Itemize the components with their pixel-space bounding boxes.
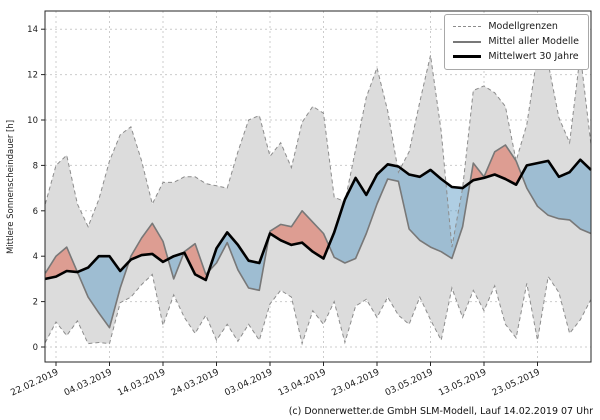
above-normal-fill <box>269 210 329 259</box>
x-tick-label: 03.05.2019 <box>384 368 435 399</box>
plot-border <box>44 10 592 363</box>
above-normal-fill <box>470 145 522 185</box>
legend-item-modellgrenzen: Modellgrenzen <box>453 19 579 34</box>
model-upper-bound-line <box>44 53 592 248</box>
legend-item-mittel-aller-modelle: Mittel aller Modelle <box>453 34 579 49</box>
below-normal-fill <box>77 256 130 328</box>
below-normal-fill <box>521 159 591 234</box>
tick-marks <box>41 28 538 366</box>
mean-30-years-line <box>45 158 592 282</box>
x-tick-label: 03.04.2019 <box>223 368 274 399</box>
gray-line-icon <box>453 40 482 43</box>
x-tick-label: 24.03.2019 <box>170 368 221 399</box>
x-tick-label: 13.04.2019 <box>277 368 328 399</box>
x-tick-label: 22.02.2019 <box>9 368 60 399</box>
y-tick-label: 12 <box>27 71 38 81</box>
model-lower-bound-line <box>44 273 592 346</box>
legend-label: Mittelwert 30 Jahre <box>488 51 579 62</box>
y-axis-label: Mittlere Sonnenscheindauer [h] <box>6 119 16 255</box>
dashed-line-icon <box>453 26 482 27</box>
x-tick-label: 23.04.2019 <box>330 368 381 399</box>
above-normal-fill <box>183 243 209 280</box>
x-tick-label: 23.05.2019 <box>491 368 542 399</box>
y-tick-label: 10 <box>27 116 38 126</box>
model-mean-line <box>44 144 592 329</box>
legend-label: Modellgrenzen <box>488 21 558 32</box>
y-tick-label: 8 <box>33 161 38 171</box>
y-tick-label: 4 <box>33 252 38 262</box>
model-range-band <box>45 54 592 344</box>
x-tick-label: 13.05.2019 <box>437 368 488 399</box>
y-tick-label: 14 <box>27 25 38 35</box>
above-normal-fill <box>129 223 169 262</box>
legend-item-mittelwert-30-jahre: Mittelwert 30 Jahre <box>453 49 579 64</box>
below-normal-fill <box>208 232 270 291</box>
x-tick-label: 04.03.2019 <box>63 368 114 399</box>
y-tick-label: 0 <box>33 343 38 353</box>
y-tick-label: 2 <box>33 298 38 308</box>
legend: Modellgrenzen Mittel aller Modelle Mitte… <box>444 14 589 70</box>
black-line-icon <box>453 55 482 58</box>
legend-label: Mittel aller Modelle <box>488 36 579 47</box>
x-tick-label: 14.03.2019 <box>116 368 167 399</box>
y-tick-label: 6 <box>33 207 38 217</box>
copyright-caption: (c) Donnerwetter.de GmbH SLM-Modell, Lau… <box>288 406 593 417</box>
